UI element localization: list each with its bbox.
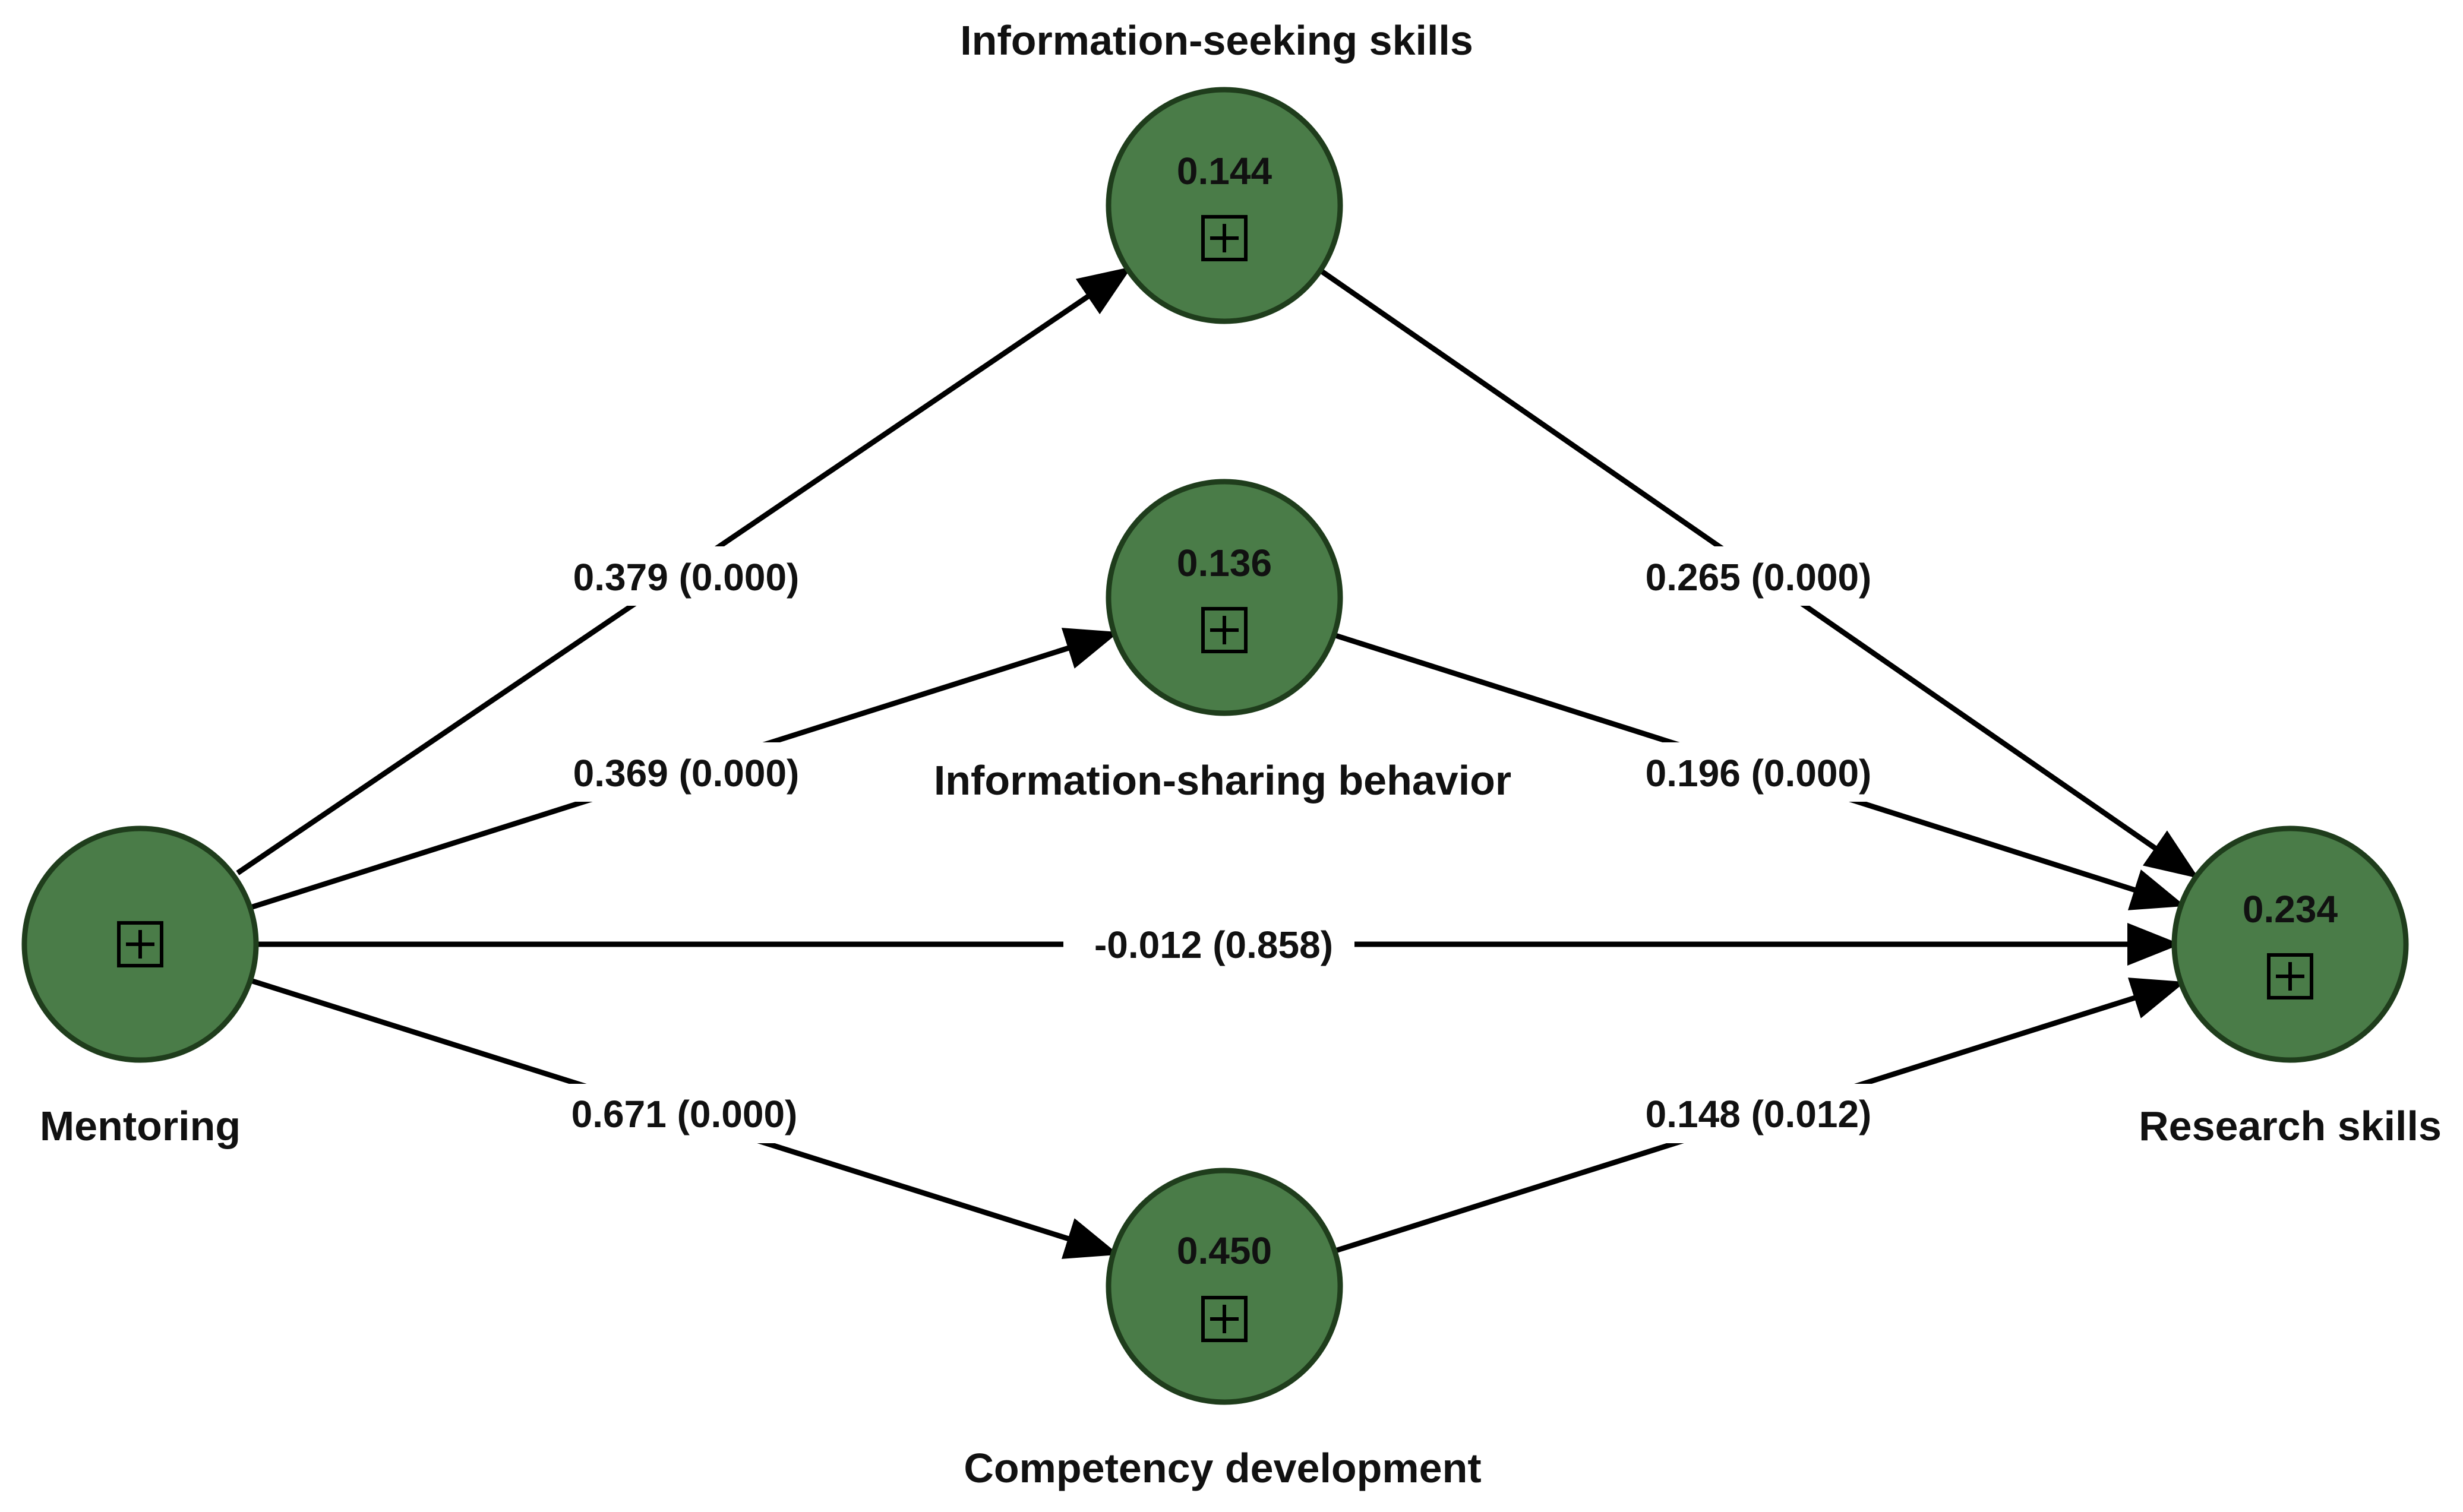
square-plus-icon[interactable] (1201, 607, 1248, 653)
edge-labels: 0.379 (0.000) 0.369 (0.000) -0.012 (0.85… (555, 546, 1889, 1143)
node-circle[interactable] (1106, 479, 1343, 716)
node-circle[interactable] (2171, 825, 2409, 1063)
edge-label-text: -0.012 (0.858) (1094, 923, 1333, 966)
node-mentoring[interactable]: Mentoring (21, 825, 259, 1149)
edge-label-text: 0.148 (0.012) (1646, 1093, 1872, 1135)
edge-label-mentoring-to-info-seeking: 0.379 (0.000) (555, 546, 817, 606)
square-plus-icon[interactable] (1201, 1296, 1248, 1342)
node-label: Information-sharing behavior (934, 757, 1511, 804)
edge-label-mentoring-to-info-sharing: 0.369 (0.000) (555, 742, 817, 802)
edge-label-text: 0.265 (0.000) (1646, 556, 1872, 599)
node-label: Research skills (2139, 1103, 2442, 1149)
edge-label-info-sharing-to-research: 0.196 (0.000) (1628, 742, 1889, 802)
node-info-seeking[interactable]: 0.144 Information-seeking skills (960, 17, 1473, 324)
node-info-sharing[interactable]: 0.136 Information-sharing behavior (934, 479, 1511, 804)
square-plus-icon[interactable] (2267, 953, 2313, 999)
square-plus-icon[interactable] (1201, 215, 1248, 261)
node-label: Mentoring (40, 1103, 241, 1149)
edge-label-mentoring-to-research: -0.012 (0.858) (1063, 915, 1354, 974)
edge-label-text: 0.379 (0.000) (573, 556, 800, 599)
edge-label-text: 0.369 (0.000) (573, 752, 800, 795)
node-r-squared: 0.450 (1177, 1229, 1272, 1272)
node-r-squared: 0.136 (1177, 542, 1272, 584)
node-competency[interactable]: 0.450 Competency development (964, 1168, 1482, 1491)
node-r-squared: 0.144 (1177, 150, 1272, 192)
node-label: Competency development (964, 1445, 1481, 1491)
edge-label-mentoring-to-competency: 0.671 (0.000) (555, 1084, 817, 1143)
edge-label-text: 0.196 (0.000) (1646, 752, 1872, 795)
node-label: Information-seeking skills (960, 17, 1473, 64)
node-circle[interactable] (1106, 1168, 1343, 1405)
edge-label-competency-to-research: 0.148 (0.012) (1628, 1084, 1889, 1143)
edge-label-info-seeking-to-research: 0.265 (0.000) (1628, 546, 1889, 606)
node-circle[interactable] (1106, 87, 1343, 324)
edge-label-text: 0.671 (0.000) (571, 1093, 798, 1135)
square-plus-icon[interactable] (117, 921, 163, 967)
node-research[interactable]: 0.234 Research skills (2139, 825, 2442, 1149)
node-r-squared: 0.234 (2243, 888, 2338, 931)
